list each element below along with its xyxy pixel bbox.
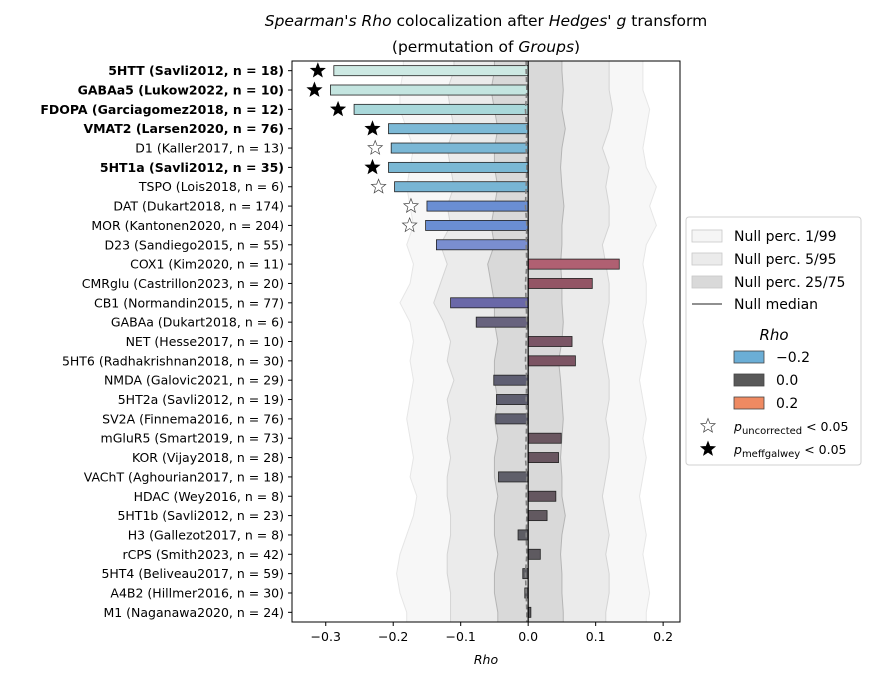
y-tick-label: VAChT (Aghourian2017, n = 18) xyxy=(84,469,284,484)
legend-marker-label: puncorrected < 0.05 xyxy=(733,419,848,437)
bar xyxy=(498,471,529,483)
x-tick-labels: −0.3 −0.2 −0.1 0.0 0.1 0.2 xyxy=(311,622,673,644)
bar xyxy=(527,548,541,560)
y-tick-label: GABAa (Dukart2018, n = 6) xyxy=(111,315,284,330)
legend-label: Null perc. 5/95 xyxy=(734,252,837,268)
y-tick-label: GABAa5 (Lukow2022, n = 10) xyxy=(78,83,284,98)
significance-star-filled xyxy=(330,100,347,117)
significance-star-filled xyxy=(309,62,326,78)
legend-label: Null median xyxy=(734,297,818,313)
y-tick-label: mGluR5 (Smart2019, n = 73) xyxy=(101,431,284,446)
x-tick-label: −0.3 xyxy=(311,629,341,644)
y-tick-label: 5HT1b (Savli2012, n = 23) xyxy=(117,508,284,523)
x-tick-label: 0.2 xyxy=(653,629,673,644)
bar xyxy=(527,278,593,289)
y-tick-label: D23 (Sandiego2015, n = 55) xyxy=(105,237,284,252)
y-tick-labels: 5HTT (Savli2012, n = 18) GABAa5 (Lukow202… xyxy=(40,63,292,620)
legend-cmap-label: −0.2 xyxy=(776,350,810,366)
significance-star-open xyxy=(367,139,384,155)
bar xyxy=(426,200,529,212)
bar xyxy=(388,123,529,135)
y-tick-label: HDAC (Wey2016, n = 8) xyxy=(134,489,284,504)
significance-star-open xyxy=(402,197,420,213)
bar xyxy=(493,374,529,386)
bar xyxy=(333,65,529,77)
bar xyxy=(330,84,529,96)
y-tick-label: M1 (Naganawa2020, n = 24) xyxy=(103,605,284,620)
bar xyxy=(527,452,559,463)
bar xyxy=(527,510,548,522)
y-tick-label: DAT (Dukart2018, n = 174) xyxy=(113,199,284,214)
y-tick-label: 5HT2a (Savli2012, n = 19) xyxy=(118,392,284,407)
x-tick-label: −0.2 xyxy=(378,629,408,644)
legend-cmap-label: 0.0 xyxy=(776,373,798,389)
legend-label: Null perc. 1/99 xyxy=(734,229,837,245)
significance-star-filled xyxy=(306,81,323,97)
y-tick-label: FDOPA (Garciagomez2018, n = 12) xyxy=(40,102,284,117)
y-tick-label: TSPO (Lois2018, n = 6) xyxy=(138,179,284,194)
significance-star-open xyxy=(370,178,387,194)
y-tick-label: NMDA (Galovic2021, n = 29) xyxy=(104,373,284,388)
y-tick-label: A4B2 (Hillmer2016, n = 30) xyxy=(110,585,284,600)
y-tick-label: COX1 (Kim2020, n = 11) xyxy=(130,257,284,272)
significance-star-filled xyxy=(364,120,381,136)
null-median-line xyxy=(524,61,528,622)
bar xyxy=(527,258,620,270)
y-tick-label: NET (Hesse2017, n = 10) xyxy=(126,334,284,349)
chart-title: Spearman's Rho colocalization after Hedg… xyxy=(265,12,708,30)
bar xyxy=(475,316,529,328)
legend-cmap-title: Rho xyxy=(759,326,788,344)
x-tick-label: 0.1 xyxy=(586,629,606,644)
y-tick-label: MOR (Kantonen2020, n = 204) xyxy=(91,218,284,233)
bar xyxy=(390,142,529,154)
y-tick-label: SV2A (Finnema2016, n = 76) xyxy=(102,411,284,426)
legend-marker-label: pmeffgalwey < 0.05 xyxy=(733,442,847,460)
bar xyxy=(353,103,529,115)
y-tick-label: D1 (Kaller2017, n = 13) xyxy=(135,141,284,156)
y-tick-label: 5HTT (Savli2012, n = 18) xyxy=(108,63,284,78)
y-tick-label: rCPS (Smith2023, n = 42) xyxy=(123,547,284,562)
bar xyxy=(436,239,529,251)
bar xyxy=(394,181,529,193)
bar xyxy=(388,161,529,173)
x-axis-label: Rho xyxy=(474,652,499,667)
y-tick-label: 5HT6 (Radhakrishnan2018, n = 30) xyxy=(62,353,284,368)
y-tick-label: 5HT4 (Beliveau2017, n = 59) xyxy=(101,566,284,581)
bar xyxy=(450,297,529,309)
bar xyxy=(527,490,557,502)
legend-label: Null perc. 25/75 xyxy=(734,275,845,291)
y-tick-label: KOR (Vijay2018, n = 28) xyxy=(132,450,284,465)
bar xyxy=(527,355,576,367)
bar xyxy=(496,394,529,405)
y-tick-label: CB1 (Normandin2015, n = 77) xyxy=(94,295,284,310)
significance-star-open xyxy=(401,216,418,233)
y-tick-label: H3 (Gallezot2017, n = 8) xyxy=(128,527,284,542)
bar xyxy=(527,432,562,444)
y-tick-label: VMAT2 (Larsen2020, n = 76) xyxy=(83,121,284,136)
y-tick-label: 5HT1a (Savli2012, n = 35) xyxy=(100,160,284,175)
bar xyxy=(527,336,573,347)
bar xyxy=(495,413,529,425)
legend-cmap-label: 0.2 xyxy=(776,396,798,412)
legend: Null perc. 1/99 Null perc. 5/95 Null perc.… xyxy=(685,216,862,466)
bar xyxy=(425,220,529,231)
chart-subtitle: (permutation of Groups) xyxy=(392,38,580,56)
x-tick-label: −0.1 xyxy=(446,629,476,644)
significance-star-filled xyxy=(364,158,381,175)
x-tick-label: 0.0 xyxy=(518,629,538,644)
plot-area xyxy=(291,60,681,623)
y-tick-label: CMRglu (Castrillon2023, n = 20) xyxy=(82,276,284,291)
